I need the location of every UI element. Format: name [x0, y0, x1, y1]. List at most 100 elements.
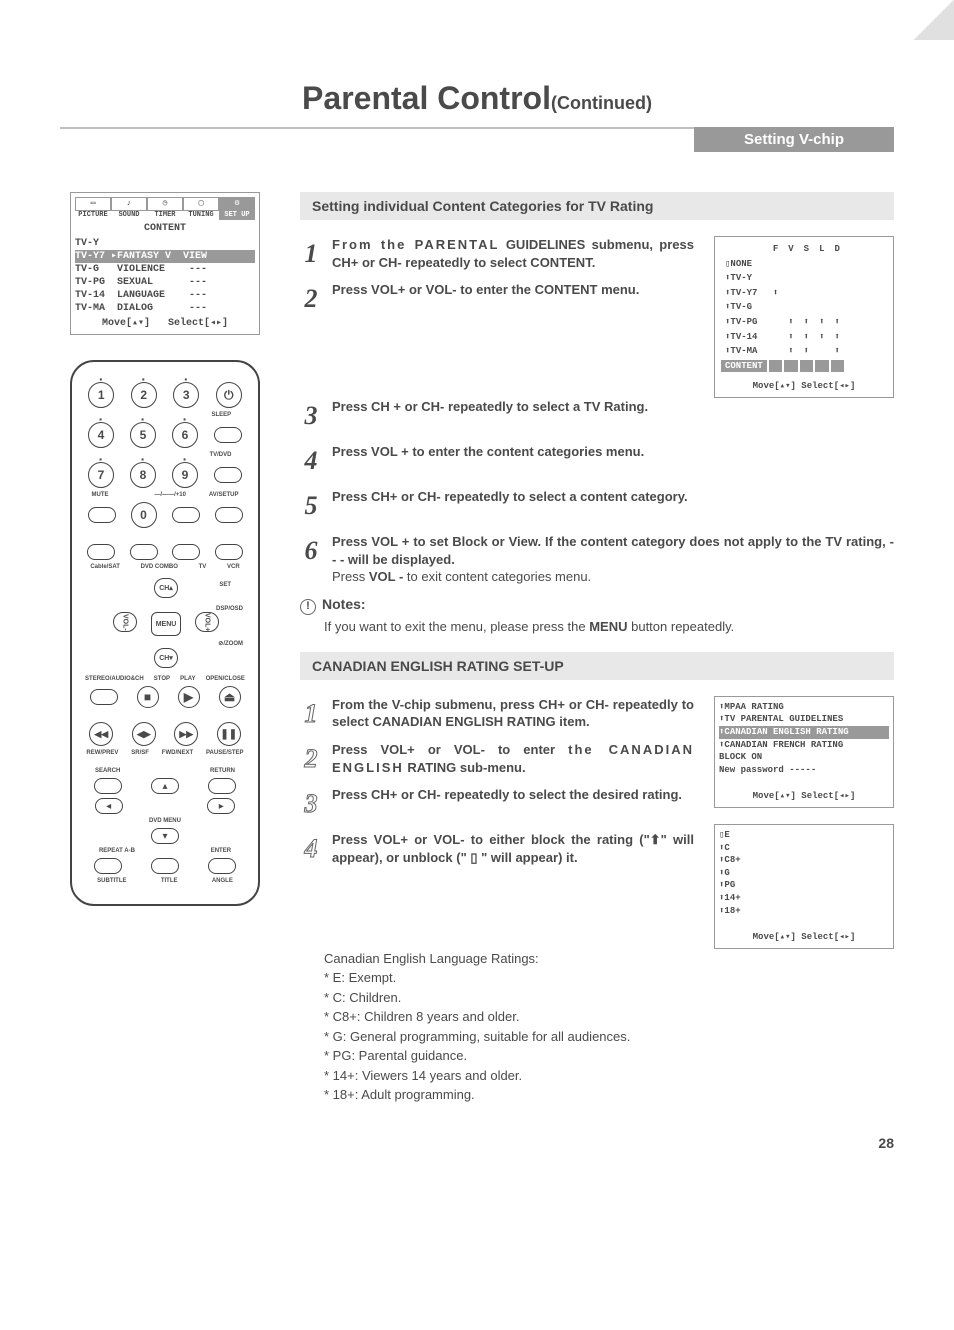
tv-rating-row: ⬆TV-MA⬆⬆⬆ — [721, 345, 844, 358]
remote-btn-sleep[interactable] — [214, 427, 242, 443]
cer-row: ⬆14+ — [719, 892, 889, 905]
remote-label: TITLE — [161, 878, 178, 884]
remote-btn-6[interactable]: 6 — [172, 422, 198, 448]
remote-label: SLEEP — [212, 412, 232, 418]
osd-icon-picture: ▭ — [75, 197, 111, 211]
remote-btn-9[interactable]: 9 — [172, 462, 198, 488]
step-6: 6Press VOL + to set Block or View. If th… — [300, 533, 894, 586]
remote-btn-stereo[interactable] — [90, 689, 118, 705]
tv-rating-box: FVSLD▯NONE⬆TV-Y⬆TV-Y7⬆⬆TV-G⬆TV-PG⬆⬆⬆⬆⬆TV… — [714, 236, 894, 398]
osd-label: SET UP — [219, 211, 255, 220]
remote-btn-ch-down[interactable]: CH▾ — [154, 648, 178, 668]
remote-btn-8[interactable]: 8 — [130, 462, 156, 488]
osd-content-menu: ▭ ♪ ◷ ▢ ⚙ PICTURE SOUND TIMER TUNING SET… — [70, 192, 260, 335]
remote-btn-return[interactable] — [208, 778, 236, 794]
tv-rating-row: CONTENT — [721, 360, 844, 373]
vchip-row: ⬆TV PARENTAL GUIDELINES — [719, 713, 889, 726]
remote-btn-vcr[interactable] — [215, 544, 243, 560]
osd-label: PICTURE — [75, 211, 111, 220]
vchip-submenu-box: ⬆MPAA RATING⬆TV PARENTAL GUIDELINES⬆CANA… — [714, 696, 894, 808]
remote-btn-avsetup[interactable] — [215, 507, 243, 523]
remote-btn-5[interactable]: 5 — [130, 422, 156, 448]
remote-btn-stop[interactable]: ■ — [137, 686, 159, 708]
banner-canadian-english: CANADIAN ENGLISH RATING SET-UP — [300, 652, 894, 680]
vchip-row: BLOCK ON — [719, 751, 889, 764]
page-title: Parental Control(Continued) — [60, 80, 894, 117]
remote-btn-0[interactable]: 0 — [131, 502, 157, 528]
remote-label: VCR — [227, 564, 240, 570]
remote-btn-title[interactable] — [151, 858, 179, 874]
vchip-row: New password ----- — [719, 764, 889, 777]
cer-row: ⬆G — [719, 867, 889, 880]
remote-btn-plus10[interactable] — [172, 507, 200, 523]
tv-rating-row: ⬆TV-Y — [721, 272, 844, 285]
step2-3: 3Press CH+ or CH- repeatedly to select t… — [300, 786, 694, 821]
notes-text: If you want to exit the menu, please pre… — [324, 619, 894, 634]
remote-btn-vol-up[interactable]: VOL+ — [195, 612, 219, 632]
remote-label: TV — [199, 564, 207, 570]
osd-label: SOUND — [111, 211, 147, 220]
nav-hint: Move[▴▾] Select[◂▸] — [719, 931, 889, 944]
remote-btn-tvdvd[interactable] — [214, 467, 242, 483]
remote-btn-menu[interactable]: MENU — [151, 612, 181, 636]
remote-btn-1[interactable]: 1 — [88, 382, 114, 408]
step2-2: 2Press VOL+ or VOL- to enter the CANADIA… — [300, 741, 694, 776]
remote-label: SEARCH — [95, 768, 120, 774]
osd-rows: TV-YTV-Y7 ▸FANTASY V VIEWTV-G VIOLENCE -… — [75, 237, 255, 315]
nav-hint: Move[▴▾] Select[◂▸] — [719, 790, 889, 803]
ratings-intro: Canadian English Language Ratings: — [324, 949, 894, 969]
remote-btn-fwd[interactable]: ▶▶ — [174, 722, 198, 746]
remote-btn-open[interactable]: ⏏ — [219, 686, 241, 708]
step-text: Press VOL + to set Block or View. If the… — [332, 534, 894, 567]
remote-btn-pause[interactable]: ❚❚ — [217, 722, 241, 746]
remote-label: SUBTITLE — [97, 878, 126, 884]
remote-label: AV/SETUP — [209, 492, 239, 498]
cer-rows: ▯E⬆C⬆C8+⬆G⬆PG⬆14+⬆18+ — [719, 829, 889, 917]
osd-row: TV-Y7 ▸FANTASY V VIEW — [75, 250, 255, 263]
cer-row: ⬆C8+ — [719, 854, 889, 867]
step-1: 1From the PARENTAL GUIDELINES submenu, p… — [300, 236, 694, 271]
remote-label: REW/PREV — [86, 750, 118, 756]
remote-btn-down[interactable]: ▾ — [151, 828, 179, 844]
remote-btn-vol-down[interactable]: VOL- — [113, 612, 137, 632]
remote-btn-ch-up[interactable]: CH▴ — [154, 578, 178, 598]
remote-label: TV/DVD — [209, 452, 231, 458]
remote-label: REPEAT A-B — [99, 848, 135, 854]
remote-btn-cable[interactable] — [87, 544, 115, 560]
remote-btn-rew[interactable]: ◀◀ — [89, 722, 113, 746]
remote-btn-left[interactable]: ◂ — [95, 798, 123, 814]
remote-btn-sr[interactable]: ◀▶ — [132, 722, 156, 746]
ratings-list: Canadian English Language Ratings: * E: … — [324, 949, 894, 1105]
remote-btn-7[interactable]: 7 — [88, 462, 114, 488]
osd-label: TUNING — [183, 211, 219, 220]
step-text: Press CH+ or CH- repeatedly to select th… — [332, 787, 682, 802]
remote-btn-tv[interactable] — [172, 544, 200, 560]
remote-label: SR/SF — [131, 750, 149, 756]
remote-label: DVD MENU — [149, 818, 181, 824]
step-4: 4Press VOL + to enter the content catego… — [300, 443, 894, 478]
page-corner — [914, 0, 954, 40]
cer-row: ▯E — [719, 829, 889, 842]
step2-1: 1From the V-chip submenu, press CH+ or C… — [300, 696, 694, 731]
remote-btn-enter[interactable] — [208, 858, 236, 874]
remote-label: DSP/OSD — [216, 606, 243, 612]
remote-label: STEREO/AUDIO&CH — [85, 676, 144, 682]
remote-btn-search[interactable] — [94, 778, 122, 794]
rating-item: * C8+: Children 8 years and older. — [324, 1007, 894, 1027]
remote-btn-mute[interactable] — [88, 507, 116, 523]
remote-btn-play[interactable]: ▶ — [178, 686, 200, 708]
remote-btn-right[interactable]: ▸ — [207, 798, 235, 814]
vchip-rows: ⬆MPAA RATING⬆TV PARENTAL GUIDELINES⬆CANA… — [719, 701, 889, 777]
cer-ratings-box: ▯E⬆C⬆C8+⬆G⬆PG⬆14+⬆18+ Move[▴▾] Select[◂▸… — [714, 824, 894, 949]
remote-btn-dvdcombo[interactable] — [130, 544, 158, 560]
remote-btn-4[interactable]: 4 — [88, 422, 114, 448]
remote-btn-3[interactable]: 3 — [173, 382, 199, 408]
remote-btn-2[interactable]: 2 — [131, 382, 157, 408]
remote-btn-up[interactable]: ▴ — [151, 778, 179, 794]
remote-btn-power[interactable]: ⏻ — [216, 382, 242, 408]
remote-label: STOP — [154, 676, 170, 682]
remote-btn-repeat[interactable] — [94, 858, 122, 874]
cer-row: ⬆18+ — [719, 905, 889, 918]
vchip-row: ⬆CANADIAN ENGLISH RATING — [719, 726, 889, 739]
tv-rating-row: ⬆TV-Y7⬆ — [721, 287, 844, 300]
